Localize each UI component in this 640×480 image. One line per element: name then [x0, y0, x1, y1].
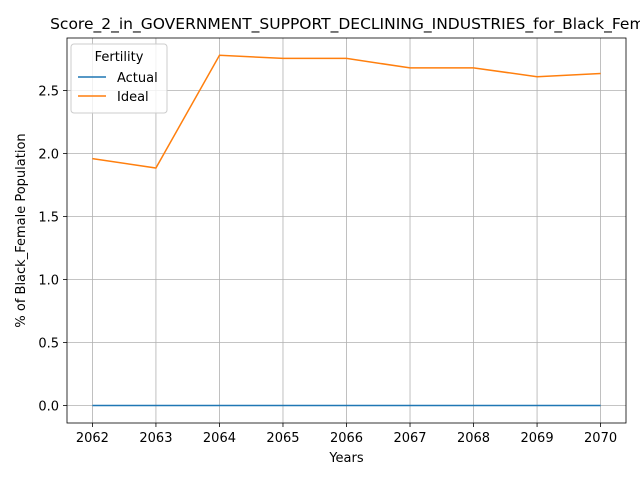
- x-axis-label: Years: [328, 451, 364, 466]
- axis-ticks: 2062 2063 2064 2065 2066 2067 2068 2069 2070 0.0 0…: [38, 85, 617, 446]
- series-lines: [92, 54, 601, 407]
- x-tick-label: 2064: [203, 431, 236, 446]
- legend-label-actual: Actual: [117, 71, 158, 86]
- x-tick-label: 2068: [457, 431, 490, 446]
- x-tick-label: 2066: [330, 431, 363, 446]
- y-tick-label: 2.5: [38, 85, 59, 100]
- x-tick-label: 2063: [139, 431, 172, 446]
- y-tick-label: 2.0: [38, 148, 59, 163]
- y-tick-label: 1.5: [38, 211, 59, 226]
- x-tick-label: 2067: [393, 431, 426, 446]
- x-tick-label: 2070: [584, 431, 617, 446]
- chart-title: Score_2_in_GOVERNMENT_SUPPORT_DECLINING_…: [50, 15, 640, 34]
- x-tick-label: 2069: [521, 431, 554, 446]
- legend-label-ideal: Ideal: [117, 90, 149, 105]
- y-tick-label: 0.5: [38, 336, 59, 351]
- y-axis-label: % of Black_Female Population: [14, 133, 29, 327]
- series-line-ideal: [92, 54, 601, 169]
- y-tick-label: 0.0: [38, 399, 59, 414]
- y-tick-label: 1.0: [38, 274, 59, 289]
- x-tick-label: 2062: [76, 431, 109, 446]
- legend: Fertility Actual Ideal: [70, 43, 168, 114]
- x-tick-label: 2065: [266, 431, 299, 446]
- legend-title: Fertility: [95, 50, 144, 65]
